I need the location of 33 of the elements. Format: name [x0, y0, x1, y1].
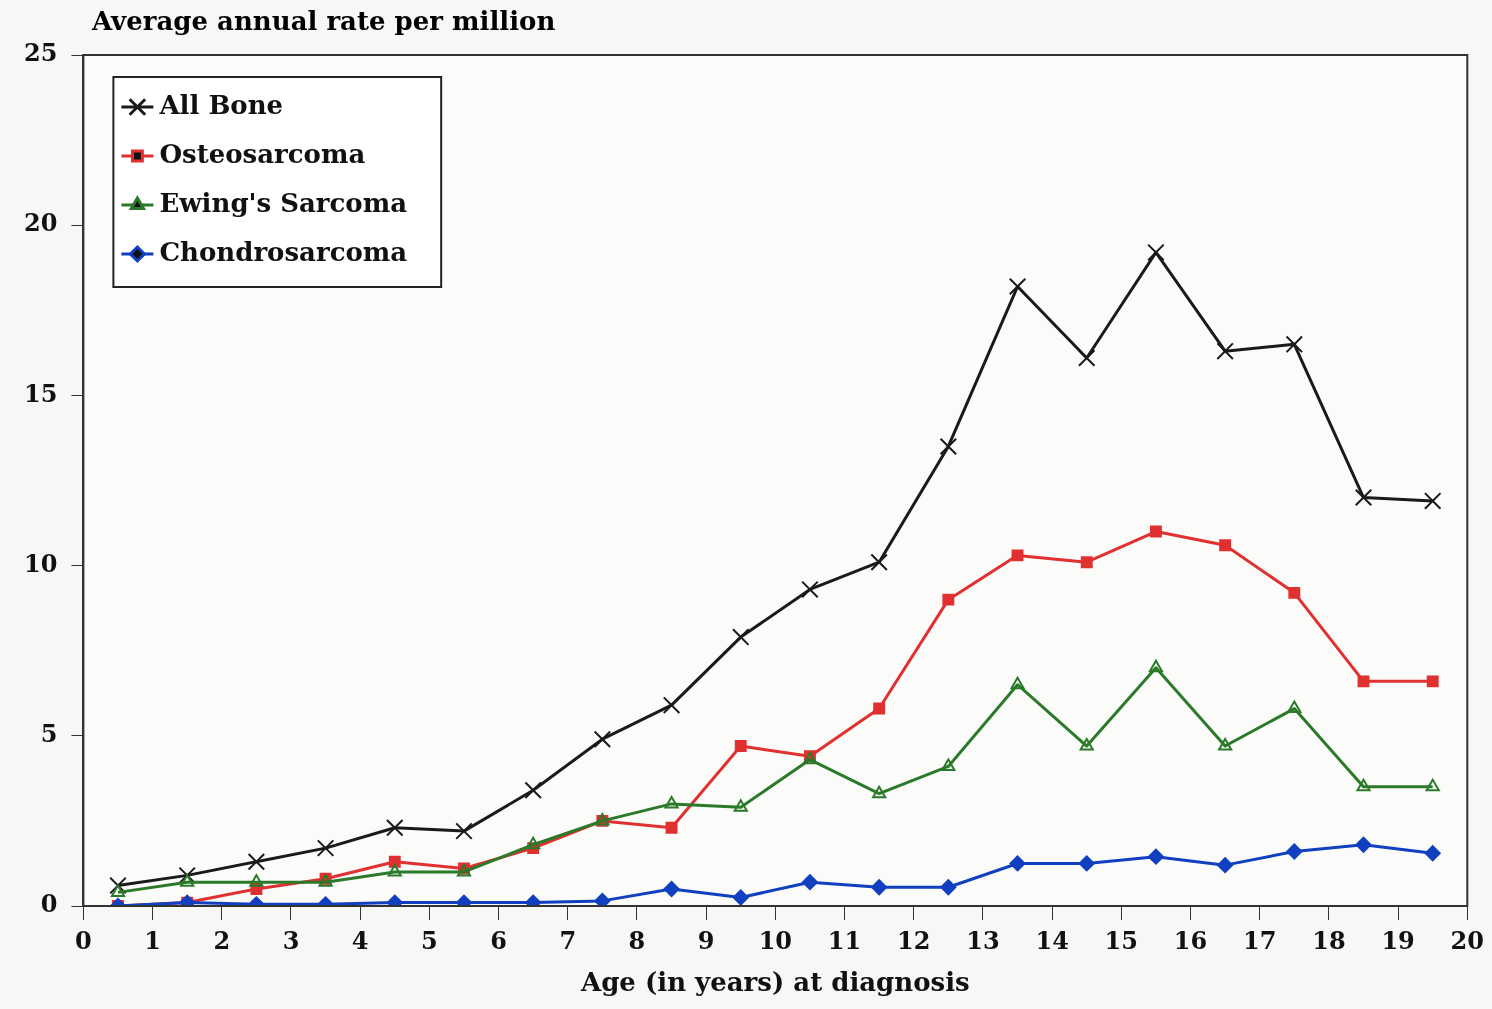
y-tick-label: 25 [23, 38, 58, 68]
x-tick-label: 5 [421, 925, 438, 955]
x-tick-label: 0 [75, 925, 92, 955]
x-tick-label: 6 [490, 925, 507, 955]
x-tick-label: 2 [213, 925, 231, 955]
x-tick-label: 4 [351, 925, 369, 955]
x-tick-label: 10 [758, 925, 793, 955]
x-tick-label: 15 [1104, 925, 1139, 955]
legend-label: Ewing's Sarcoma [159, 187, 408, 218]
x-tick-label: 20 [1450, 925, 1484, 955]
legend-label: All Bone [158, 89, 284, 120]
x-tick-label: 1 [144, 925, 161, 955]
x-axis-title: Age (in years) at diagnosis [580, 967, 970, 998]
x-tick-label: 14 [1035, 925, 1069, 955]
x-tick-label: 12 [897, 925, 931, 955]
y-axis-title: Average annual rate per million [92, 6, 556, 36]
x-tick-label: 19 [1381, 925, 1415, 955]
x-tick-label: 9 [697, 925, 715, 955]
x-tick-label: 3 [282, 925, 300, 955]
y-tick-label: 0 [40, 889, 58, 919]
y-tick-label: 20 [23, 208, 58, 238]
x-tick-label: 18 [1312, 925, 1346, 955]
legend-label: Osteosarcoma [159, 138, 366, 169]
x-tick-label: 13 [966, 925, 1000, 955]
x-tick-label: 8 [628, 925, 646, 955]
y-tick-label: 10 [23, 548, 58, 578]
x-tick-label: 16 [1173, 925, 1208, 955]
y-tick-label: 5 [40, 719, 58, 749]
y-tick-label: 15 [23, 378, 58, 408]
legend-label: Chondrosarcoma [159, 236, 408, 267]
x-tick-label: 11 [827, 925, 862, 955]
x-tick-label: 17 [1243, 925, 1277, 955]
x-tick-label: 7 [559, 925, 577, 955]
